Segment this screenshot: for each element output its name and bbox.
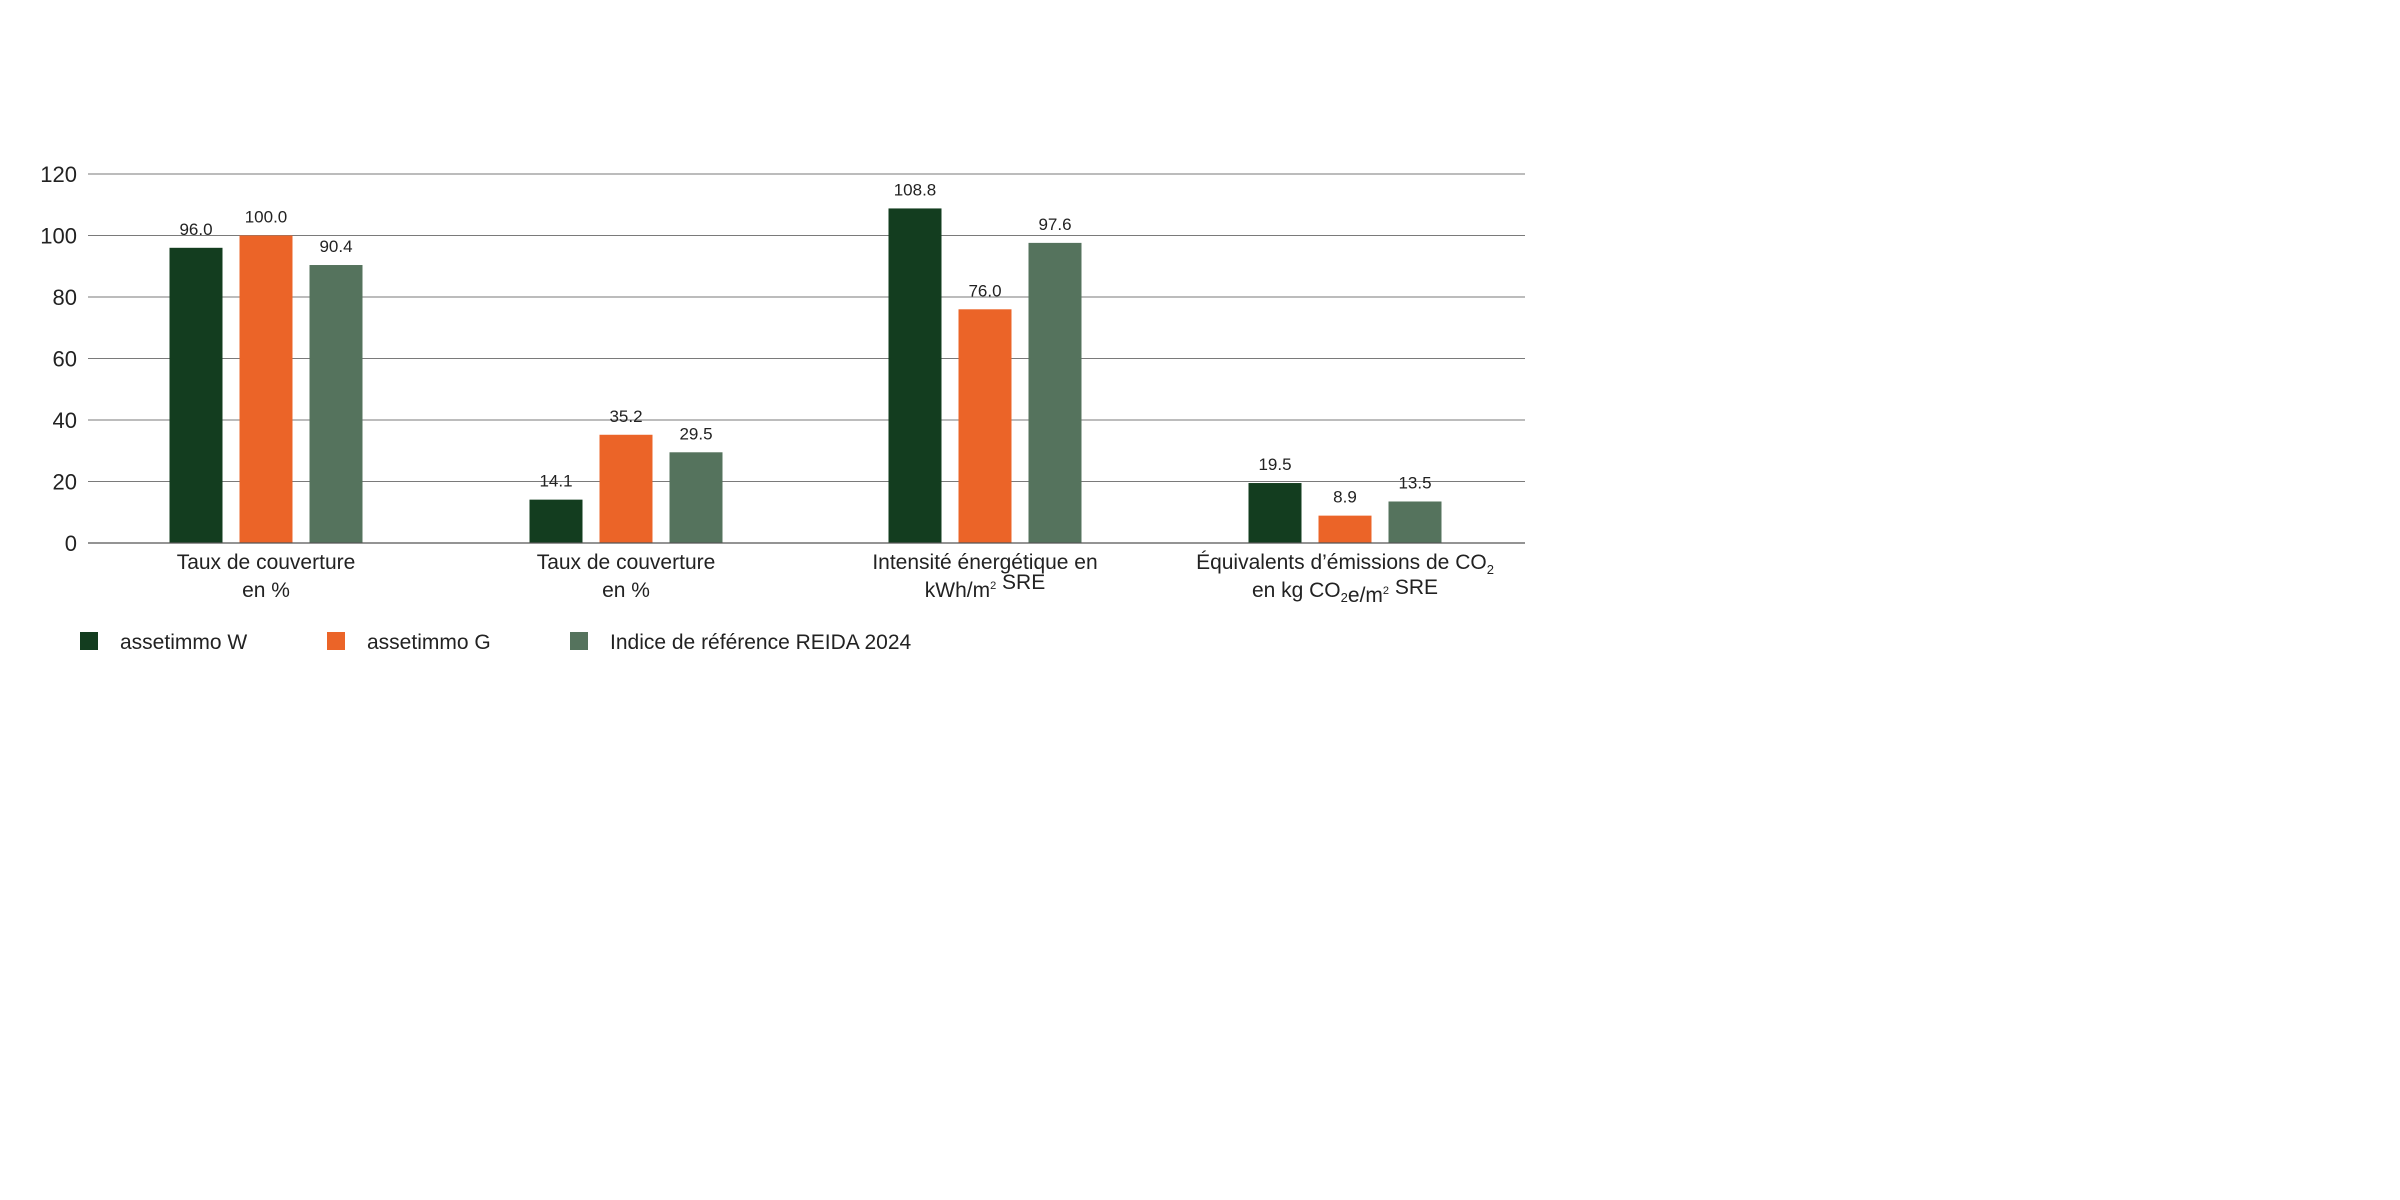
data-label-3-3: 97.6 xyxy=(1038,215,1071,234)
bar-2-2 xyxy=(599,434,653,543)
y-tick-label-20: 20 xyxy=(53,470,77,495)
legend: assetimmo W assetimmo G Indice de référenc… xyxy=(80,631,912,654)
y-tick-label-120: 120 xyxy=(40,162,77,187)
data-label-2-1: 100.0 xyxy=(245,208,288,227)
legend-swatch-3 xyxy=(570,632,588,650)
legend-swatch-2 xyxy=(327,632,345,650)
data-label-1-1: 96.0 xyxy=(179,220,212,239)
bar-chart: 0 20 40 60 80 100 120 96.0 100.0 90.4 14.1 35.2 29.… xyxy=(40,162,1525,654)
category-label-1: Taux de couverture en % xyxy=(177,551,356,602)
bar-3-3 xyxy=(1028,242,1082,543)
bar-1-1 xyxy=(169,247,223,544)
bar-3-1 xyxy=(309,265,363,543)
data-label-2-3: 76.0 xyxy=(968,281,1001,300)
data-label-1-4: 19.5 xyxy=(1258,455,1291,474)
data-label-2-4: 8.9 xyxy=(1333,488,1357,507)
legend-label-1: assetimmo W xyxy=(120,631,247,654)
data-label-3-1: 90.4 xyxy=(319,237,352,256)
bar-1-4 xyxy=(1248,483,1302,543)
legend-swatch-1 xyxy=(80,632,98,650)
category-label-2: Taux de couverture en % xyxy=(537,551,716,602)
category-label-4: Équivalents d’émissions de CO2 en kg CO2e… xyxy=(1196,551,1494,607)
legend-label-2: assetimmo G xyxy=(367,631,491,654)
data-label-3-2: 29.5 xyxy=(679,424,712,443)
data-labels: 96.0 100.0 90.4 14.1 35.2 29.5 108.8 76.0 97.6 19… xyxy=(179,180,1431,506)
category-labels: Taux de couverture en % Taux de couverture… xyxy=(177,551,1494,607)
y-axis-ticks: 0 20 40 60 80 100 120 xyxy=(40,162,77,556)
bar-1-2 xyxy=(529,499,583,543)
y-tick-label-80: 80 xyxy=(53,285,77,310)
bar-2-4 xyxy=(1318,515,1372,543)
y-tick-label-100: 100 xyxy=(40,224,77,249)
bars xyxy=(169,208,1442,544)
gridlines xyxy=(88,173,1525,482)
bar-3-2 xyxy=(669,452,723,543)
bar-1-3 xyxy=(888,208,942,543)
y-tick-label-60: 60 xyxy=(53,347,77,372)
bar-2-1 xyxy=(239,235,293,543)
bar-2-3 xyxy=(958,309,1012,543)
data-label-2-2: 35.2 xyxy=(609,407,642,426)
y-tick-label-40: 40 xyxy=(53,408,77,433)
data-label-3-4: 13.5 xyxy=(1398,473,1431,492)
data-label-1-2: 14.1 xyxy=(539,472,572,491)
category-label-3: Intensité énergétique en kWh/m2 SRE xyxy=(872,551,1097,602)
data-label-1-3: 108.8 xyxy=(894,180,937,199)
bar-3-4 xyxy=(1388,501,1442,543)
y-tick-label-0: 0 xyxy=(65,531,77,556)
legend-label-3: Indice de référence REIDA 2024 xyxy=(610,631,912,654)
